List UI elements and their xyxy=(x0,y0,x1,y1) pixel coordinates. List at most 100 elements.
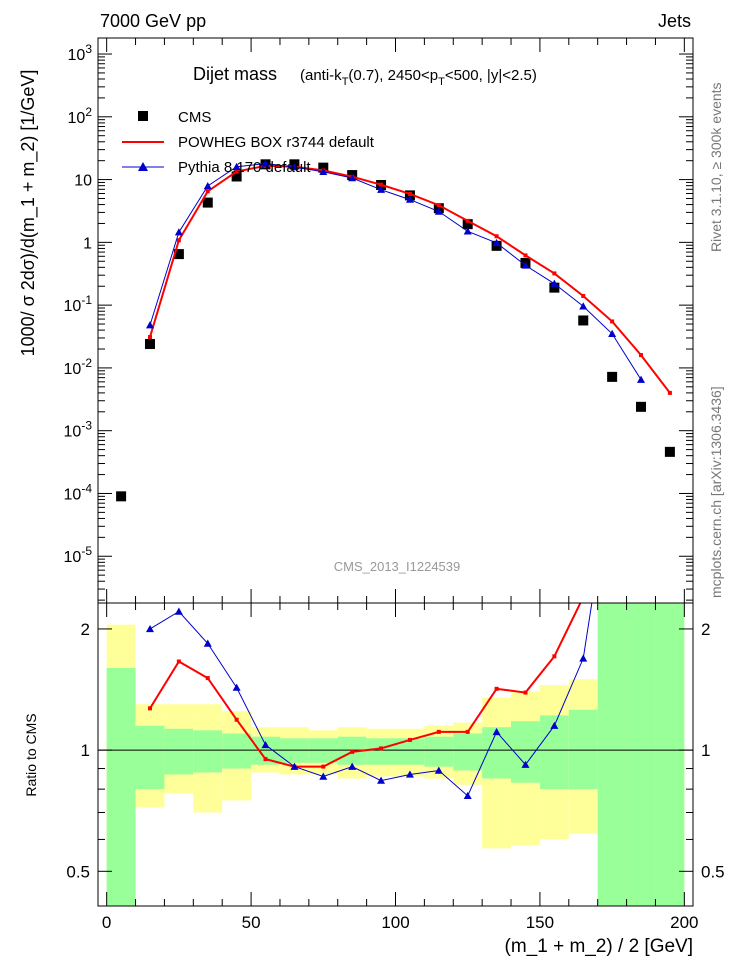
ratio-y-tick-label-right: 0.5 xyxy=(701,862,725,881)
header-right: Jets xyxy=(658,11,691,31)
ratio-pythia-point xyxy=(405,770,414,778)
ratio-powheg-point xyxy=(465,729,470,734)
x-axis-ticks: 0 50 100 150 200 xyxy=(102,38,699,932)
cms-data-point xyxy=(116,491,127,502)
powheg-point xyxy=(436,203,441,208)
pythia-point xyxy=(319,167,328,176)
legend-label-powheg: POWHEG BOX r3744 default xyxy=(178,134,375,151)
pythia-point xyxy=(348,173,357,182)
pythia-point xyxy=(290,163,299,171)
pythia-point xyxy=(463,227,472,235)
cms-data-point xyxy=(664,446,675,457)
ratio-powheg-point xyxy=(321,764,326,769)
band-inner xyxy=(135,725,165,790)
pythia-point xyxy=(405,195,414,203)
legend-marker-cms xyxy=(138,111,148,121)
watermark: CMS_2013_I1224539 xyxy=(334,559,461,574)
powheg-point xyxy=(176,238,181,243)
side-label-bottom: mcplots.cern.ch [arXiv:1306.3436] xyxy=(708,386,724,598)
x-tick-label: 100 xyxy=(381,913,409,932)
ratio-pythia-point xyxy=(348,762,357,770)
powheg-point xyxy=(667,390,672,395)
ratio-y-axis-ticks: 0.5 0.5 1 1 2 2 xyxy=(66,620,724,881)
legend-label-pythia: Pythia 8.170 default xyxy=(178,159,311,176)
pythia-point xyxy=(203,182,212,190)
ratio-pythia-point xyxy=(521,760,530,768)
ratio-pythia-point xyxy=(174,607,183,615)
powheg-point xyxy=(581,293,586,298)
powheg-point xyxy=(610,319,615,324)
pythia-point xyxy=(492,238,501,247)
cms-data-point xyxy=(173,249,184,260)
ratio-y-tick-label-right: 1 xyxy=(701,741,710,760)
powheg-point xyxy=(465,218,470,223)
powheg-point xyxy=(379,182,384,187)
ratio-powheg-point xyxy=(552,654,557,659)
ratio-powheg-point xyxy=(523,690,528,695)
band-inner xyxy=(164,728,194,775)
main-y-tick-label: 10-5 xyxy=(64,544,93,566)
main-y-axis-ticks: 10-5 10-4 10-3 10-2 10-1 1 10 102 103 xyxy=(64,42,693,601)
x-axis-label: (m_1 + m_2) / 2 [GeV] xyxy=(505,936,694,957)
ratio-pythia-point xyxy=(579,654,588,662)
pythia-point xyxy=(637,375,646,383)
x-tick-label: 0 xyxy=(102,913,111,932)
main-y-tick-label: 10-4 xyxy=(64,481,93,503)
powheg-point xyxy=(205,189,210,194)
band-inner xyxy=(424,736,454,767)
powheg-point xyxy=(552,271,557,276)
main-curves xyxy=(116,159,675,502)
main-y-tick-label: 103 xyxy=(68,42,93,64)
ratio-plot-panel: 0 50 100 150 200 0.5 0.5 1 1 2 2 xyxy=(66,38,725,932)
legend-marker-pythia xyxy=(138,162,148,171)
band-inner xyxy=(453,733,483,771)
ratio-y-tick-label-right: 2 xyxy=(701,620,710,639)
cms-data-point xyxy=(462,219,473,230)
pythia-point xyxy=(145,321,154,329)
main-plot-panel: 10-5 10-4 10-3 10-2 10-1 1 10 102 103 xyxy=(64,42,693,601)
ratio-y-tick-label: 1 xyxy=(81,741,90,760)
side-label-top: Rivet 3.1.10, ≥ 300k events xyxy=(708,82,724,252)
legend: CMS POWHEG BOX r3744 default Pythia 8.17… xyxy=(122,109,375,176)
header-left: 7000 GeV pp xyxy=(100,11,206,31)
band-inner xyxy=(511,721,540,783)
band-inner xyxy=(366,738,396,765)
ratio-powheg-point xyxy=(436,729,441,734)
powheg-point xyxy=(523,253,528,258)
ratio-powheg-point xyxy=(581,595,585,599)
main-y-tick-label: 1 xyxy=(83,235,92,252)
ratio-pythia-point xyxy=(377,776,386,784)
cms-data-point xyxy=(144,339,155,350)
powheg-point xyxy=(234,169,239,174)
main-y-tick-label: 10-1 xyxy=(64,293,93,315)
ratio-powheg-point xyxy=(379,746,384,751)
band-inner xyxy=(193,730,223,773)
band-inner xyxy=(655,603,685,906)
x-tick-label: 200 xyxy=(670,913,698,932)
powheg-point xyxy=(407,191,412,196)
ratio-pythia-point xyxy=(550,721,559,729)
powheg-point xyxy=(494,234,499,239)
pythia-point xyxy=(174,228,183,236)
pythia-point xyxy=(608,329,617,337)
pythia-point xyxy=(261,159,270,167)
main-y-tick-label: 102 xyxy=(68,105,93,127)
ratio-pythia-point xyxy=(434,766,443,774)
ratio-powheg-point xyxy=(147,706,152,711)
ratio-pythia-point xyxy=(492,727,501,736)
powheg-point xyxy=(639,353,644,358)
cms-data-point xyxy=(202,197,213,208)
cms-data-point xyxy=(636,401,647,412)
cms-data-point xyxy=(607,371,618,382)
band-inner xyxy=(568,709,598,790)
legend-label-cms: CMS xyxy=(178,109,211,126)
ratio-pythia-point xyxy=(608,468,616,475)
pythia-point xyxy=(434,207,443,215)
ratio-powheg-point xyxy=(234,717,239,722)
band-inner xyxy=(626,603,656,906)
cms-data-point xyxy=(549,282,560,293)
chart-subtitle: (anti-kT(0.7), 2450<pT<500, |y|<2.5) xyxy=(300,67,537,88)
main-y-tick-label: 10 xyxy=(74,173,92,190)
ratio-y-tick-label: 2 xyxy=(81,620,90,639)
band-inner xyxy=(222,733,252,769)
